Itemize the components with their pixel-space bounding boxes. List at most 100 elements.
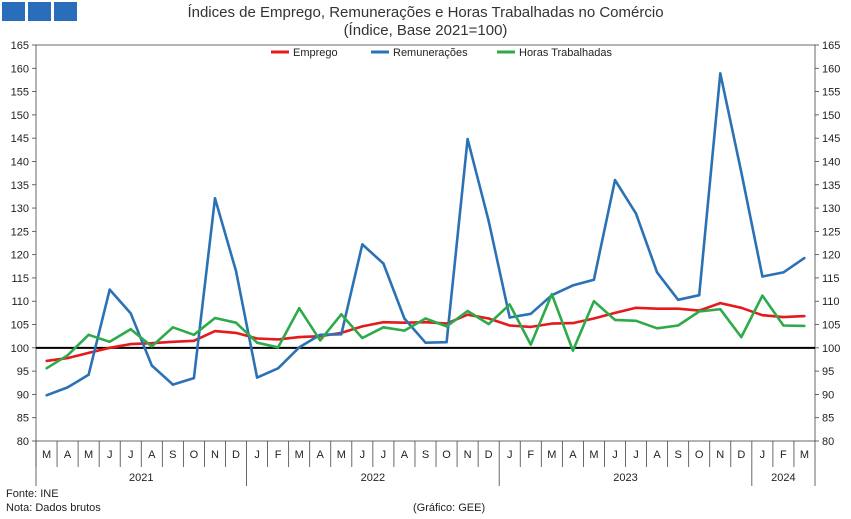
- data-point: [529, 325, 532, 329]
- y-tick-label: 80: [17, 436, 29, 448]
- chart-subtitle: (Índice, Base 2021=100): [343, 22, 508, 39]
- x-tick-label: O: [190, 449, 199, 461]
- data-point: [171, 326, 175, 329]
- x-tick-label: N: [464, 449, 472, 461]
- data-point: [719, 72, 722, 75]
- data-point: [234, 269, 238, 273]
- y-tick-label-right: 160: [822, 63, 840, 75]
- data-point: [66, 386, 69, 389]
- data-point: [171, 340, 175, 343]
- x-tick-label: A: [148, 449, 156, 461]
- data-point: [340, 313, 343, 316]
- y-tick-label-right: 85: [822, 413, 834, 425]
- x-tick-label: J: [760, 449, 766, 461]
- data-point: [319, 339, 322, 342]
- data-point: [466, 313, 469, 316]
- x-tick-label: S: [422, 449, 429, 461]
- data-point: [676, 324, 680, 327]
- x-tick-label: M: [337, 449, 346, 461]
- logo-block: [54, 2, 77, 21]
- data-point: [550, 293, 554, 296]
- data-point: [319, 333, 322, 336]
- y-tick-label-right: 95: [822, 366, 834, 378]
- data-point: [761, 314, 764, 317]
- data-point: [297, 335, 301, 339]
- data-point: [613, 311, 617, 315]
- data-point: [655, 271, 659, 274]
- y-tick-label: 85: [17, 413, 29, 425]
- data-point: [129, 342, 132, 346]
- x-tick-label: N: [716, 449, 724, 461]
- series-line-0: [46, 301, 805, 363]
- data-point: [487, 317, 490, 320]
- data-point: [129, 312, 132, 315]
- data-point: [87, 351, 90, 355]
- y-tick-label: 90: [17, 389, 29, 401]
- data-point: [487, 322, 490, 326]
- data-point: [255, 376, 259, 379]
- data-point: [571, 284, 575, 287]
- x-tick-label: A: [653, 449, 661, 461]
- x-tick-label: D: [232, 449, 240, 461]
- data-point: [466, 137, 469, 141]
- data-point: [803, 256, 806, 260]
- data-point: [403, 321, 406, 324]
- data-point: [129, 327, 132, 331]
- data-point: [529, 312, 532, 316]
- x-tick-label: J: [360, 449, 366, 461]
- data-point: [529, 343, 532, 346]
- data-point: [108, 340, 111, 343]
- data-point: [403, 329, 406, 332]
- x-tick-label: O: [695, 449, 704, 461]
- logo-block: [2, 2, 25, 21]
- data-point: [424, 341, 427, 344]
- x-tick-label: D: [485, 449, 493, 461]
- data-point: [66, 354, 69, 357]
- x-tick-label: D: [737, 449, 745, 461]
- x-tick-label: J: [612, 449, 618, 461]
- y-tick-label-right: 135: [822, 180, 840, 192]
- x-tick-label: J: [381, 449, 387, 461]
- data-point: [297, 307, 301, 310]
- y-tick-label-right: 125: [822, 226, 840, 238]
- credit-note: (Gráfico: GEE): [413, 502, 486, 514]
- data-point: [192, 339, 196, 343]
- data-point: [740, 306, 743, 309]
- x-tick-label: M: [295, 449, 304, 461]
- data-point: [634, 212, 638, 215]
- data-point: [571, 321, 575, 325]
- x-tick-label: M: [42, 449, 51, 461]
- x-tick-label: A: [64, 449, 72, 461]
- data-point: [234, 321, 238, 324]
- data-point: [445, 341, 448, 344]
- y-tick-label: 115: [11, 273, 29, 285]
- y-tick-label-right: 145: [822, 133, 840, 145]
- source-note: Fonte: INE: [6, 488, 59, 500]
- data-point: [87, 333, 90, 336]
- data-point: [361, 243, 364, 246]
- data-point: [508, 324, 511, 327]
- data-point: [613, 178, 617, 182]
- year-label: 2024: [771, 472, 795, 484]
- data-point: [150, 341, 153, 345]
- data-point: [719, 307, 722, 311]
- y-tick-label-right: 110: [822, 296, 840, 308]
- x-tick-label: M: [589, 449, 598, 461]
- data-point: [698, 310, 701, 313]
- x-tick-label: J: [633, 449, 639, 461]
- data-point: [403, 317, 406, 320]
- data-point: [740, 170, 743, 174]
- data-point: [87, 373, 90, 377]
- data-point: [213, 329, 217, 333]
- logo-block: [28, 2, 51, 21]
- data-point: [255, 341, 259, 344]
- data-point: [676, 307, 680, 310]
- data-point: [466, 309, 469, 313]
- data-point: [45, 359, 48, 363]
- x-tick-label: M: [84, 449, 93, 461]
- data-point: [782, 271, 785, 274]
- data-point: [45, 394, 48, 397]
- data-point: [592, 278, 596, 282]
- data-point: [150, 364, 153, 367]
